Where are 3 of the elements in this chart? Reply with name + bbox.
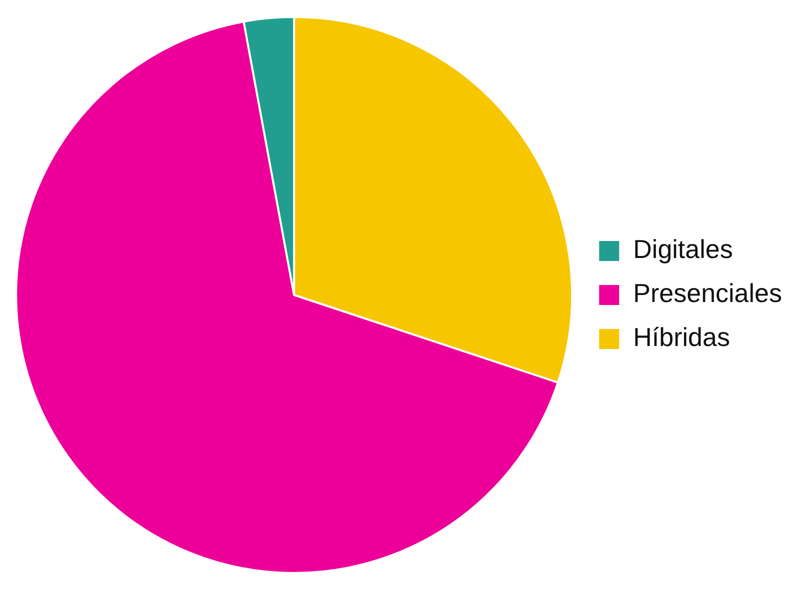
legend-label: Digitales: [633, 234, 733, 264]
legend-label: Presenciales: [633, 278, 782, 308]
legend-label: Híbridas: [633, 322, 730, 352]
